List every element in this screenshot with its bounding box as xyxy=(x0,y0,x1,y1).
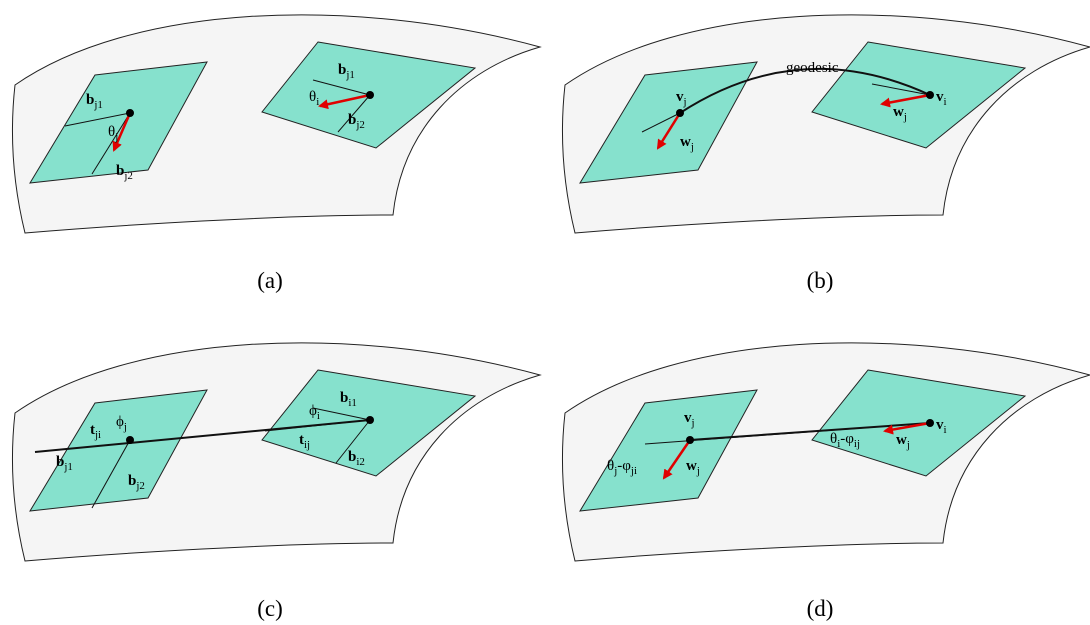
vertex xyxy=(366,91,374,99)
figure: bj1θjbj2bj1θibj2(a)geodesicvjwjviwj(b)tj… xyxy=(0,0,1090,625)
label-text: -φ xyxy=(840,431,854,447)
subscript: j2 xyxy=(135,480,145,492)
label-text: b xyxy=(348,112,356,128)
label-text: w xyxy=(680,134,691,150)
subscript: i2 xyxy=(356,456,365,468)
subscript: ji xyxy=(94,429,101,441)
label-text: b xyxy=(128,473,136,489)
subscript: j xyxy=(906,439,910,451)
label: geodesic xyxy=(786,60,839,76)
label-text: θ xyxy=(830,431,837,447)
subscript: j1 xyxy=(93,99,103,111)
label-text: θ xyxy=(607,458,614,474)
label-text: b xyxy=(86,92,94,108)
subscript: j xyxy=(690,141,694,153)
subscript: j xyxy=(683,96,687,108)
subscript: j1 xyxy=(345,69,355,81)
subscript: j xyxy=(691,417,695,429)
subscript: j2 xyxy=(355,119,365,131)
subscript: j1 xyxy=(63,461,73,473)
caption: (a) xyxy=(257,268,283,293)
label-text: b xyxy=(348,449,356,465)
subscript: ij xyxy=(854,438,860,450)
caption: (b) xyxy=(807,268,834,293)
label-text: b xyxy=(338,62,346,78)
label-text: b xyxy=(116,163,124,179)
subscript: j xyxy=(114,131,118,143)
subscript: j2 xyxy=(123,170,133,182)
label-text: θ xyxy=(309,89,316,105)
label-text: ϕ xyxy=(116,414,124,430)
label-text: -φ xyxy=(617,458,631,474)
label-text: w xyxy=(893,104,904,120)
label-text: θ xyxy=(108,124,115,140)
vertex xyxy=(926,91,934,99)
subscript: i xyxy=(944,96,947,108)
subscript: i xyxy=(316,96,319,108)
vertex xyxy=(126,436,134,444)
subscript: j xyxy=(903,111,907,123)
subscript: j xyxy=(123,421,127,433)
caption: (c) xyxy=(257,596,283,621)
subscript: i1 xyxy=(348,397,357,409)
label-text: b xyxy=(340,390,348,406)
label-text: geodesic xyxy=(786,60,839,76)
subscript: ij xyxy=(304,439,310,451)
label-text: w xyxy=(686,458,697,474)
vertex xyxy=(126,109,134,117)
label-text: b xyxy=(56,454,64,470)
label-text: ϕ xyxy=(309,403,317,419)
subscript: i xyxy=(944,424,947,436)
vertex xyxy=(926,419,934,427)
vertex xyxy=(366,416,374,424)
label-text: w xyxy=(896,432,907,448)
subscript: i xyxy=(317,410,320,422)
subscript: j xyxy=(696,465,700,477)
vertex xyxy=(676,109,684,117)
subscript: ji xyxy=(630,465,637,477)
vertex xyxy=(686,436,694,444)
caption: (d) xyxy=(807,596,834,621)
